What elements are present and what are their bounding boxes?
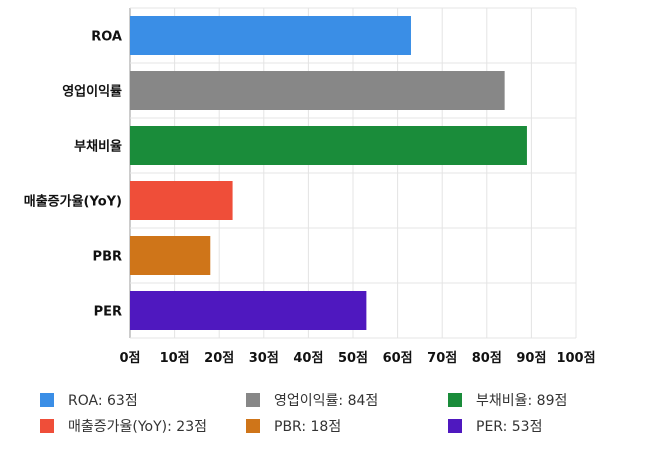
category-label: 매출증가율(YoY) bbox=[24, 194, 122, 210]
bar bbox=[130, 181, 233, 220]
x-tick-label: 60점 bbox=[383, 351, 413, 366]
category-label: PBR bbox=[93, 250, 122, 265]
category-label: PER bbox=[94, 305, 122, 320]
legend-label: 영업이익률: 84점 bbox=[274, 393, 379, 409]
legend-swatch bbox=[40, 393, 54, 407]
legend-item: ROA: 63점 bbox=[40, 390, 138, 410]
legend-item: 부채비율: 89점 bbox=[448, 390, 567, 410]
category-label: ROA bbox=[91, 30, 122, 45]
x-tick-label: 10점 bbox=[160, 351, 190, 366]
legend-swatch bbox=[448, 393, 462, 407]
bar bbox=[130, 71, 505, 110]
x-tick-label: 20점 bbox=[204, 351, 234, 366]
x-tick-label: 30점 bbox=[249, 351, 279, 366]
x-tick-label: 80점 bbox=[472, 351, 502, 366]
legend-item: 영업이익률: 84점 bbox=[246, 390, 378, 410]
legend-swatch bbox=[246, 419, 260, 433]
category-label: 영업이익률 bbox=[62, 84, 122, 100]
legend-item: 매출증가율(YoY): 23점 bbox=[40, 416, 207, 436]
grid-lines bbox=[129, 7, 577, 339]
legend-swatch bbox=[246, 393, 260, 407]
legend-item: PBR: 18점 bbox=[246, 416, 341, 436]
bar bbox=[130, 291, 367, 330]
bars bbox=[130, 16, 527, 330]
bar bbox=[130, 126, 527, 165]
x-tick-label: 0점 bbox=[119, 351, 140, 366]
bar bbox=[130, 16, 411, 55]
legend-item: PER: 53점 bbox=[448, 416, 542, 436]
category-label: 부채비율 bbox=[74, 139, 122, 155]
legend-label: PER: 53점 bbox=[476, 419, 543, 435]
x-tick-label: 70점 bbox=[427, 351, 457, 366]
x-tick-label: 50점 bbox=[338, 351, 368, 366]
legend-label: ROA: 63점 bbox=[68, 393, 138, 409]
legend-swatch bbox=[448, 419, 462, 433]
x-tick-label: 40점 bbox=[293, 351, 323, 366]
x-tick-label: 90점 bbox=[516, 351, 546, 366]
legend-label: 매출증가율(YoY): 23점 bbox=[68, 419, 207, 435]
legend-swatch bbox=[40, 419, 54, 433]
x-axis-tick-labels: 0점 10점 20점 30점 40점 50점 60점 70점 80점 90점 100점 bbox=[119, 351, 595, 366]
bar bbox=[130, 236, 211, 275]
x-tick-label: 100점 bbox=[556, 351, 595, 366]
legend-label: 부채비율: 89점 bbox=[476, 393, 568, 409]
legend-label: PBR: 18점 bbox=[274, 419, 342, 435]
